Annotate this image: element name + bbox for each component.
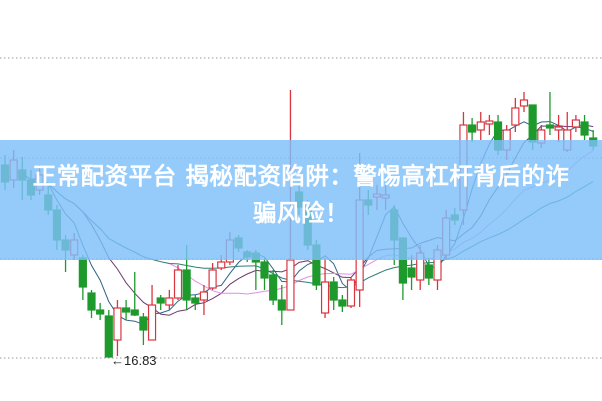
candle-down (277, 299, 286, 311)
candle-up (519, 99, 529, 107)
candle-down (191, 297, 200, 304)
banner-title: 正常配资平台 揭秘配资陷阱：警惕高杠杆背后的诈 骗风险！ (0, 158, 602, 232)
candle-down (139, 316, 148, 331)
candle-down (130, 309, 139, 316)
candle-up (476, 121, 485, 131)
banner-title-line2: 骗风险！ (253, 199, 349, 227)
candle-up (554, 126, 563, 131)
candle-down (96, 309, 105, 315)
candle-up (147, 304, 157, 341)
candle-up (485, 120, 494, 125)
candle-down (78, 257, 87, 288)
candle-up (571, 119, 581, 128)
candle-up (511, 107, 520, 126)
candle-up (113, 307, 122, 341)
candle-up (173, 269, 183, 299)
candle-down (87, 292, 96, 311)
candle-down (468, 124, 477, 133)
candle-down (580, 121, 589, 136)
candle-down (260, 261, 269, 279)
candle-down (424, 264, 433, 279)
candle-up (199, 291, 209, 301)
candle-down (269, 274, 278, 301)
candle-up (208, 269, 217, 289)
title-banner (0, 140, 602, 260)
banner-title-line1: 正常配资平台 揭秘配资陷阱：警惕高杠杆背后的诈 (32, 162, 570, 190)
candle-up (217, 261, 226, 269)
candle-up (286, 259, 295, 311)
candle-down (329, 281, 338, 301)
candle-down (528, 104, 537, 143)
candle-down (104, 315, 113, 358)
candle-down (545, 124, 555, 129)
candle-up (165, 297, 174, 306)
candle-up (320, 281, 330, 314)
candle-down (121, 307, 131, 313)
candle-down (407, 267, 416, 278)
candle-down (182, 269, 191, 301)
candle-down (338, 299, 347, 307)
candle-down (156, 297, 165, 304)
low-price-annotation: ←16.83 (111, 353, 157, 368)
candle-up (346, 279, 356, 307)
